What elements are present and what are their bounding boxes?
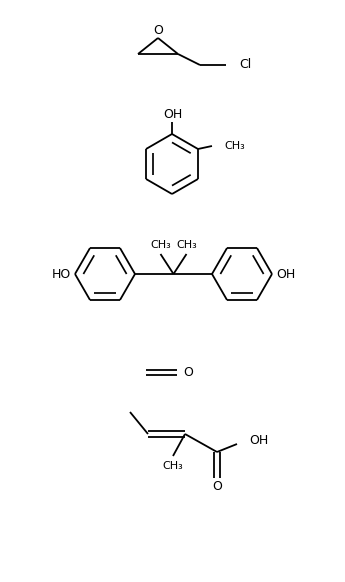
Text: O: O [153,24,163,37]
Text: OH: OH [164,108,183,122]
Text: Cl: Cl [239,58,251,70]
Text: CH₃: CH₃ [224,141,245,151]
Text: CH₃: CH₃ [162,461,184,471]
Text: O: O [183,365,193,378]
Text: HO: HO [52,268,71,281]
Text: OH: OH [249,434,268,446]
Text: CH₃: CH₃ [176,240,197,250]
Text: CH₃: CH₃ [150,240,171,250]
Text: OH: OH [276,268,295,281]
Text: O: O [212,480,222,492]
